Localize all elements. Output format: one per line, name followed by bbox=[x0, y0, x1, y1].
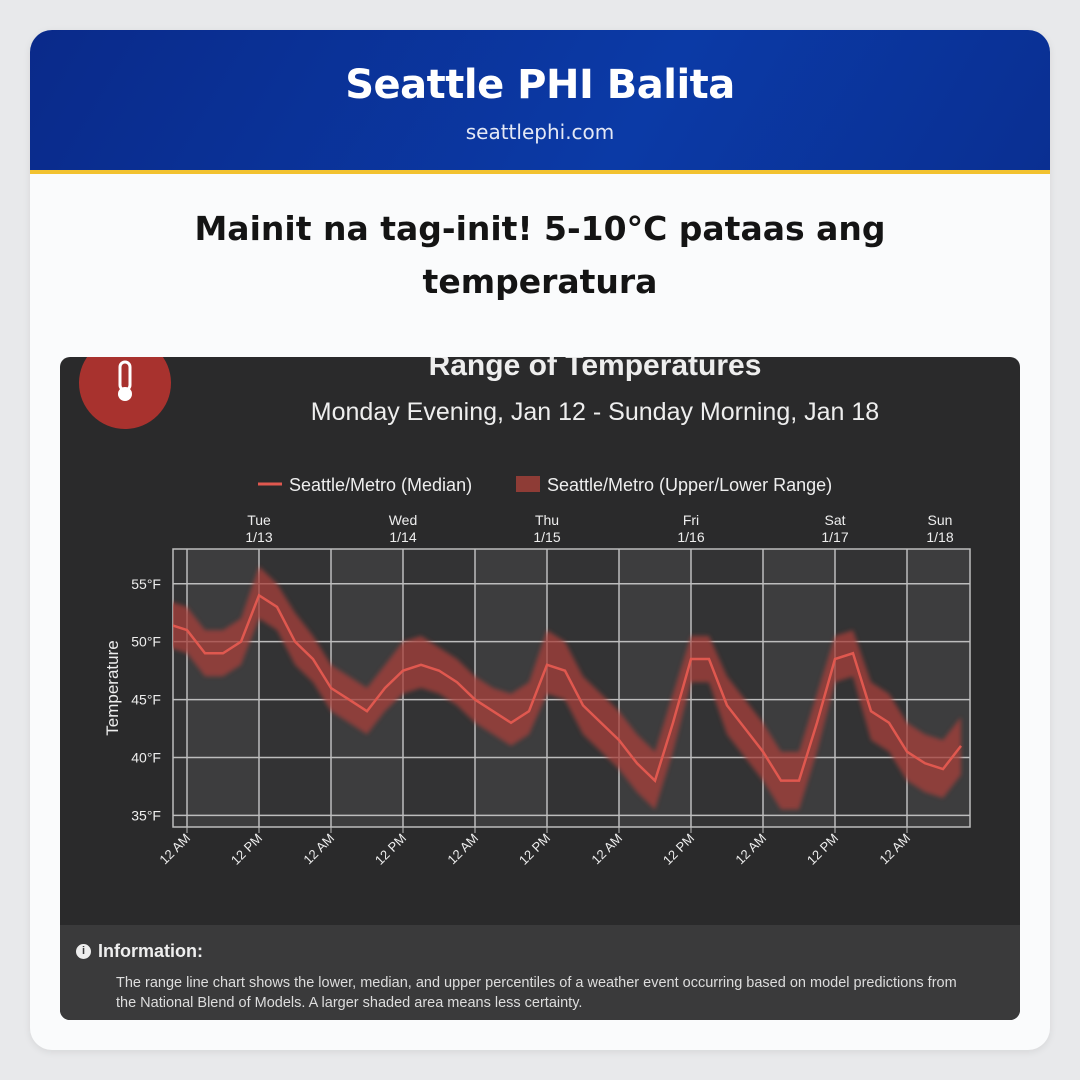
x-tick-label: 12 AM bbox=[876, 831, 913, 868]
x-tick-label: 12 PM bbox=[228, 831, 265, 868]
legend-label: Seattle/Metro (Median) bbox=[289, 475, 472, 495]
x-tick-label: 12 PM bbox=[804, 831, 841, 868]
y-tick-label: 50°F bbox=[131, 634, 161, 650]
x-tick-label: 12 AM bbox=[444, 831, 481, 868]
y-tick-label: 55°F bbox=[131, 576, 161, 592]
date-label: 1/17 bbox=[821, 529, 848, 545]
x-tick-label: 12 AM bbox=[300, 831, 337, 868]
info-box: i Information: The range line chart show… bbox=[60, 925, 1020, 1020]
x-tick-label: 12 AM bbox=[732, 831, 769, 868]
x-tick-label: 12 PM bbox=[516, 831, 553, 868]
day-label: Thu bbox=[535, 512, 559, 528]
date-label: 1/16 bbox=[677, 529, 704, 545]
chart-title: Range of Temperatures bbox=[429, 357, 762, 382]
day-label: Tue bbox=[247, 512, 271, 528]
day-label: Wed bbox=[389, 512, 418, 528]
y-tick-label: 35°F bbox=[131, 807, 161, 823]
y-tick-label: 45°F bbox=[131, 692, 161, 708]
info-text: The range line chart shows the lower, me… bbox=[116, 975, 957, 1011]
site-url: seattlephi.com bbox=[465, 120, 615, 144]
date-label: 1/15 bbox=[533, 529, 560, 545]
chart: Range of Temperatures Monday Evening, Ja… bbox=[79, 357, 971, 868]
y-tick-label: 40°F bbox=[131, 750, 161, 766]
median-line bbox=[173, 593, 962, 783]
y-axis-label: Temperature bbox=[103, 640, 122, 735]
day-band bbox=[187, 549, 259, 827]
x-tick-label: 12 AM bbox=[588, 831, 625, 868]
info-title: Information: bbox=[98, 941, 203, 961]
range-band bbox=[173, 566, 961, 810]
day-label: Sun bbox=[928, 512, 953, 528]
thermometer-bulb bbox=[118, 387, 132, 401]
day-label: Fri bbox=[683, 512, 699, 528]
post-card: Seattle PHI Balita seattlephi.com Mainit… bbox=[30, 30, 1050, 1050]
date-label: 1/14 bbox=[389, 529, 416, 545]
date-label: 1/18 bbox=[926, 529, 953, 545]
plot-border bbox=[172, 548, 971, 828]
chart-subtitle: Monday Evening, Jan 12 - Sunday Morning,… bbox=[311, 398, 879, 426]
x-tick-label: 12 PM bbox=[660, 831, 697, 868]
headline: Mainit na tag-init! 5-10°C pataas ang te… bbox=[194, 209, 886, 301]
date-label: 1/13 bbox=[245, 529, 272, 545]
x-tick-label: 12 PM bbox=[372, 831, 409, 868]
x-tick-label: 12 AM bbox=[156, 831, 193, 868]
chart-panel: Range of Temperatures Monday Evening, Ja… bbox=[60, 357, 1020, 1020]
site-title: Seattle PHI Balita bbox=[345, 62, 735, 108]
header: Seattle PHI Balita seattlephi.com bbox=[30, 30, 1050, 174]
plot bbox=[173, 566, 962, 810]
legend-swatch-band bbox=[516, 476, 540, 492]
info-icon: i bbox=[76, 944, 91, 959]
legend-label: Seattle/Metro (Upper/Lower Range) bbox=[547, 475, 832, 495]
day-label: Sat bbox=[824, 512, 845, 528]
